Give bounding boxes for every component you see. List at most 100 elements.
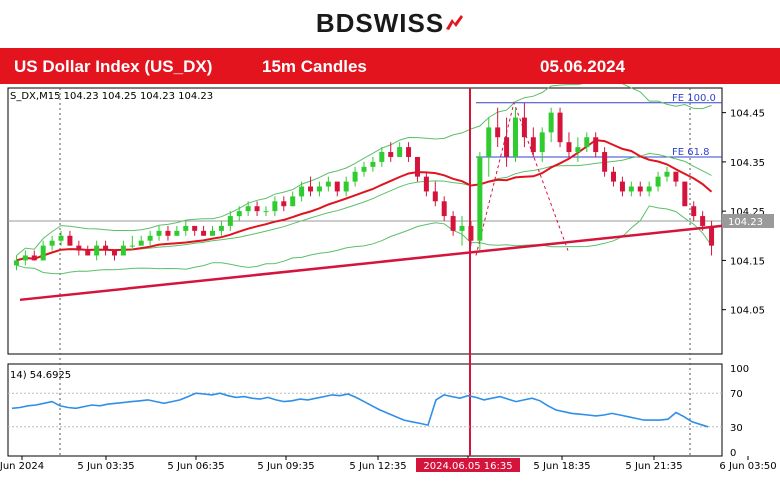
candle-body (414, 156, 420, 177)
price-tick-label: 104.45 (730, 109, 765, 120)
logo-arrow-icon (446, 15, 464, 30)
candle-body (129, 245, 135, 247)
candle-body (111, 250, 117, 256)
logo-text: BDSWISS (316, 8, 444, 39)
candle-body (334, 181, 340, 192)
candle-body (236, 211, 242, 217)
candle-body (308, 186, 314, 192)
chart-date: 05.06.2024 (540, 57, 626, 76)
candle-body (379, 152, 385, 162)
bollinger-lower-band (16, 205, 712, 275)
candle-body (138, 240, 144, 246)
time-tick-label: Jun 2024 (0, 461, 44, 472)
candle-body (147, 235, 153, 241)
candle-body (432, 191, 438, 202)
candle-body (397, 147, 403, 157)
trendline (19, 224, 723, 302)
candle-body (441, 201, 447, 217)
candle-body (210, 230, 216, 236)
candle-body (593, 137, 599, 153)
candle-body (49, 240, 55, 246)
candle-body (459, 225, 465, 231)
price-tick-label: 104.15 (730, 256, 765, 267)
time-tick-label: 5 Jun 12:35 (349, 461, 406, 472)
candle-body (40, 245, 46, 261)
candle-body (22, 255, 28, 261)
candle-body (619, 181, 625, 192)
candle-body (646, 186, 652, 192)
fib-level-label: FE 61.8 (672, 147, 710, 158)
candle-body (637, 186, 643, 192)
candle-body (557, 112, 563, 143)
candle-body (673, 171, 679, 182)
candle-body (423, 176, 429, 192)
chart-header-banner: US Dollar Index (US_DX) 15m Candles 05.0… (0, 48, 780, 84)
candle-body (691, 206, 697, 217)
candle-body (611, 171, 617, 182)
candle-body (325, 181, 331, 187)
price-tick-label: 104.35 (730, 158, 765, 169)
candle-body (539, 132, 545, 153)
candle-body (504, 137, 510, 157)
rsi-level-label: 70 (730, 389, 743, 400)
logo-bd: BD (315, 7, 356, 38)
candle-body (700, 216, 706, 226)
candle-body (566, 142, 572, 153)
fib-projection-path (475, 101, 569, 256)
symbol-info-text: S_DX,M15 104.23 104.25 104.23 104.23 (10, 91, 213, 102)
candle-body (120, 245, 126, 256)
candle-body (103, 245, 109, 251)
price-tick-label: 104.25 (730, 207, 765, 218)
candle-body (361, 166, 367, 172)
candle-body (388, 152, 394, 157)
candle-body (165, 230, 171, 236)
candle-body (370, 161, 376, 167)
candle-body (548, 112, 554, 133)
current-price-tag (722, 214, 774, 228)
candle-body (628, 186, 634, 192)
price-tick-label: 104.05 (730, 306, 765, 317)
candle-body (192, 225, 198, 231)
candle-body (477, 156, 483, 241)
candle-body (299, 186, 305, 197)
highlighted-time-label: 2024.06.05 16:35 (423, 461, 512, 472)
candle-body (76, 245, 82, 251)
candle-body (584, 137, 590, 148)
candle-body (655, 176, 661, 187)
candle-body (67, 235, 73, 246)
time-tick-label: 5 Jun 03:35 (77, 461, 134, 472)
candlestick-chart: 104.45 104.35 104.25 104.15 104.05 FE 100.0 FE… (0, 81, 777, 472)
candle-body (13, 260, 19, 266)
candle-body (682, 181, 688, 207)
candle-body (254, 206, 260, 212)
candle-body (85, 250, 91, 256)
candle-body (521, 117, 527, 138)
highlighted-time-tag (416, 458, 520, 472)
candle-body (316, 186, 322, 192)
time-tick-label: 5 Jun 06:35 (167, 461, 224, 472)
current-price-text: 104.23 (728, 217, 763, 228)
time-tick-label: 5 Jun 09:35 (257, 461, 314, 472)
candle-body (281, 201, 287, 207)
candle-body (530, 137, 536, 153)
rsi-plot-frame (7, 363, 723, 457)
candle-body (31, 255, 37, 261)
candle-body (495, 127, 501, 138)
candle-body (201, 230, 207, 236)
instrument-title: US Dollar Index (US_DX) (14, 57, 213, 76)
time-tick-label: 5 Jun 21:35 (625, 461, 682, 472)
candle-body (156, 230, 162, 236)
candle-body (709, 225, 715, 246)
candle-body (406, 147, 412, 157)
candle-body (263, 211, 269, 213)
candle-body (575, 147, 581, 153)
brand-logo: BDSWISS (0, 0, 780, 46)
candle-body (664, 171, 670, 177)
rsi-level-label: 100 (730, 364, 749, 375)
candle-body (245, 206, 251, 212)
rsi-level-label: 30 (730, 423, 743, 434)
candle-body (602, 152, 608, 172)
candle-body (486, 127, 492, 157)
fib-level-label: FE 100.0 (672, 93, 716, 104)
candle-body (272, 201, 278, 212)
